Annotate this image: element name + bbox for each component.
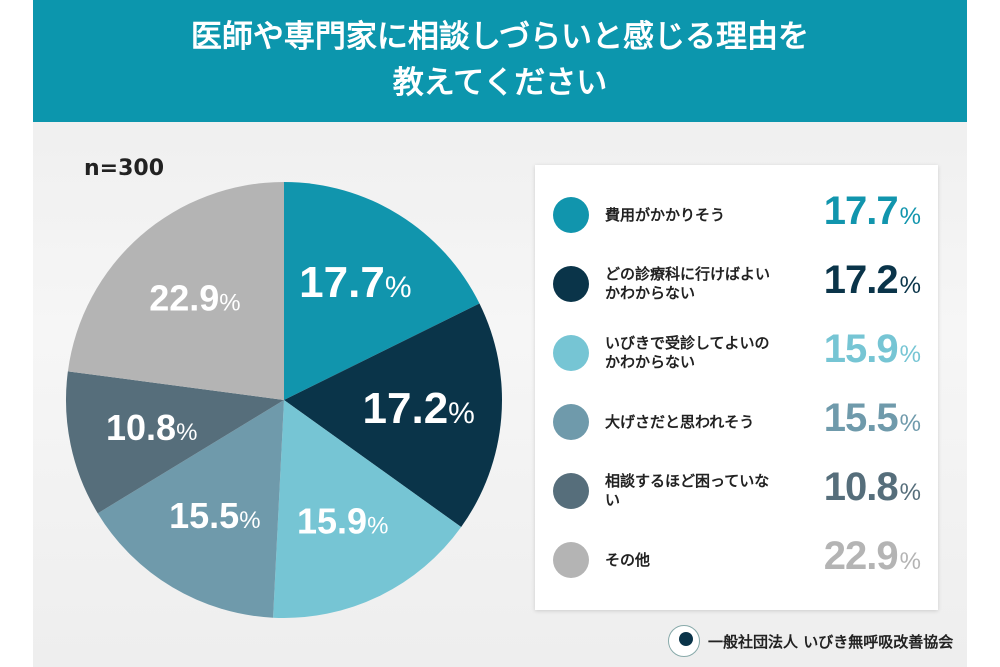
pie-slice [273, 400, 462, 618]
pie-slice [284, 182, 480, 400]
legend-label: 費用がかかりそう [605, 205, 726, 224]
legend-label: 大げさだと思われそう [605, 412, 755, 431]
slice-data-label: 15.5% [169, 495, 260, 536]
legend-swatch [553, 542, 589, 578]
legend-value: 22.9% [823, 534, 921, 578]
legend-item: 大げさだと思われそう 15.5% [535, 392, 938, 452]
legend: 費用がかかりそう 17.7% どの診療科に行けばよいかわからない 17.2% いびきで受… [535, 165, 938, 610]
legend-item: いびきで受診してよいのかわからない 15.9% [535, 323, 938, 383]
legend-value: 15.9% [823, 327, 921, 371]
slice-data-label: 17.2% [363, 384, 475, 433]
legend-item: 相談するほど困っていない 10.8% [535, 461, 938, 521]
legend-item: その他 22.9% [535, 530, 938, 590]
legend-label: どの診療科に行けばよいかわからない [605, 265, 771, 302]
slice-data-label: 22.9% [149, 277, 240, 318]
slice-data-label: 15.9% [297, 501, 388, 542]
chart-title: 医師や専門家に相談しづらいと感じる理由を 教えてください [33, 0, 967, 122]
legend-swatch [553, 473, 589, 509]
legend-value: 17.7% [823, 189, 921, 233]
pie-slice [97, 400, 284, 618]
title-line-2: 教えてください [392, 65, 608, 101]
slice-data-label: 17.7% [299, 258, 411, 307]
legend-item: 費用がかかりそう 17.7% [535, 185, 938, 245]
slice-data-label: 10.8% [106, 407, 197, 448]
sample-size: n=300 [84, 156, 165, 181]
legend-label: その他 [605, 550, 651, 569]
legend-label: いびきで受診してよいのかわからない [605, 334, 770, 371]
legend-swatch [553, 404, 589, 440]
legend-label: 相談するほど困っていない [605, 472, 770, 509]
footer-organization: 一般社団法人 いびき無呼吸改善協会 [668, 625, 953, 657]
legend-value: 10.8% [823, 465, 921, 509]
organization-name: 一般社団法人 いびき無呼吸改善協会 [708, 632, 954, 651]
legend-item: どの診療科に行けばよいかわからない 17.2% [535, 254, 938, 314]
legend-value: 17.2% [823, 258, 921, 302]
legend-swatch [553, 266, 589, 302]
legend-swatch [553, 335, 589, 371]
pie-slice [284, 303, 502, 528]
organization-logo-icon [668, 625, 700, 657]
pie-slice [65, 371, 284, 514]
legend-swatch [553, 197, 589, 233]
legend-value: 15.5% [823, 396, 921, 440]
pie-slice [67, 182, 285, 400]
title-line-1: 医師や専門家に相談しづらいと感じる理由を [190, 19, 810, 55]
